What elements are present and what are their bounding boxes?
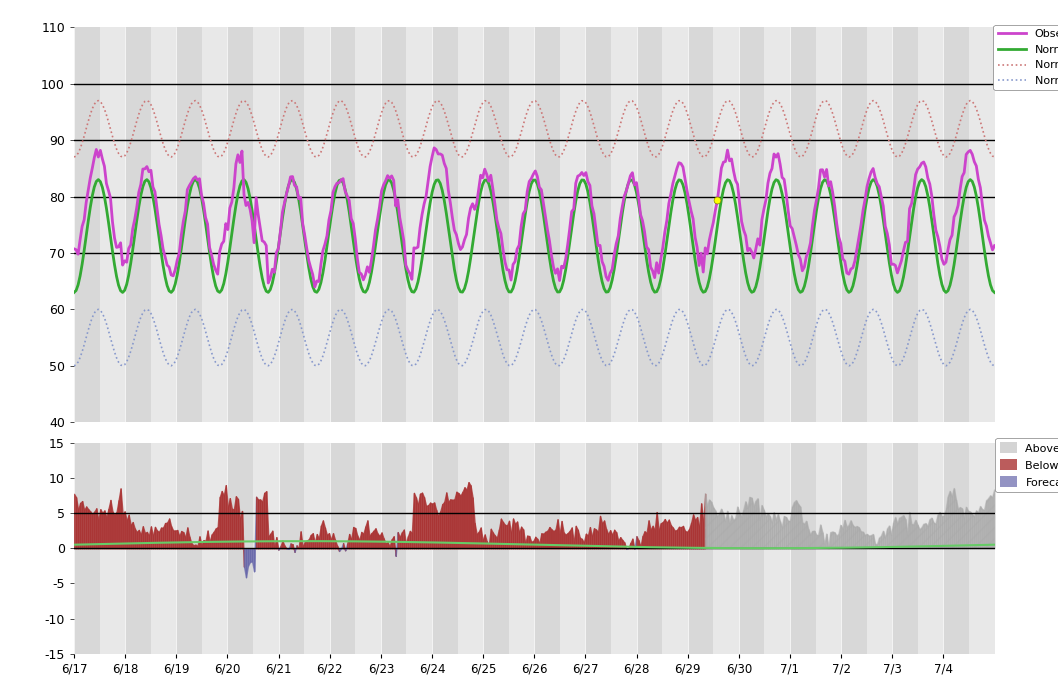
Bar bbox=[74, 27, 99, 422]
Bar bbox=[637, 443, 662, 654]
Bar bbox=[867, 27, 892, 422]
Bar bbox=[662, 27, 688, 422]
Bar bbox=[305, 443, 330, 654]
Legend: Observed, Normal, Normal High, Normal Low: Observed, Normal, Normal High, Normal Lo… bbox=[993, 25, 1058, 91]
Bar bbox=[944, 27, 969, 422]
Bar bbox=[278, 443, 305, 654]
Bar bbox=[457, 27, 484, 422]
Bar bbox=[202, 443, 227, 654]
Bar bbox=[355, 27, 381, 422]
Bar bbox=[457, 443, 484, 654]
Bar bbox=[790, 443, 816, 654]
Bar bbox=[738, 27, 764, 422]
Bar bbox=[177, 27, 202, 422]
Bar bbox=[585, 443, 612, 654]
Bar bbox=[381, 443, 406, 654]
Bar bbox=[202, 27, 227, 422]
Bar bbox=[764, 27, 790, 422]
Bar bbox=[278, 27, 305, 422]
Bar bbox=[534, 443, 560, 654]
Bar bbox=[969, 443, 995, 654]
Bar bbox=[432, 27, 457, 422]
Bar bbox=[892, 443, 918, 654]
Bar bbox=[534, 27, 560, 422]
Bar bbox=[841, 27, 867, 422]
Bar bbox=[738, 443, 764, 654]
Bar bbox=[637, 27, 662, 422]
Bar bbox=[969, 27, 995, 422]
Bar bbox=[790, 27, 816, 422]
Bar bbox=[764, 443, 790, 654]
Bar bbox=[484, 27, 509, 422]
Bar bbox=[560, 443, 585, 654]
Bar bbox=[177, 443, 202, 654]
Legend: Above Normal, Below Normal, Forecast: Above Normal, Below Normal, Forecast bbox=[996, 438, 1058, 492]
Bar bbox=[892, 27, 918, 422]
Bar bbox=[688, 27, 713, 422]
Bar bbox=[74, 443, 99, 654]
Bar bbox=[841, 443, 867, 654]
Bar bbox=[406, 27, 432, 422]
Bar bbox=[150, 27, 177, 422]
Bar bbox=[662, 443, 688, 654]
Bar bbox=[995, 27, 1020, 422]
Bar bbox=[227, 27, 253, 422]
Bar bbox=[227, 443, 253, 654]
Bar bbox=[330, 443, 355, 654]
Bar bbox=[355, 443, 381, 654]
Bar bbox=[509, 443, 534, 654]
Bar bbox=[484, 443, 509, 654]
Bar bbox=[406, 443, 432, 654]
Bar bbox=[560, 27, 585, 422]
Bar bbox=[816, 443, 841, 654]
Bar bbox=[688, 443, 713, 654]
Bar bbox=[330, 27, 355, 422]
Bar bbox=[713, 27, 738, 422]
Bar bbox=[585, 27, 612, 422]
Bar bbox=[253, 443, 278, 654]
Bar bbox=[918, 443, 944, 654]
Bar bbox=[381, 27, 406, 422]
Bar bbox=[509, 27, 534, 422]
Bar bbox=[867, 443, 892, 654]
Bar bbox=[610, 27, 637, 422]
Bar bbox=[99, 443, 125, 654]
Bar bbox=[305, 27, 330, 422]
Bar bbox=[918, 27, 944, 422]
Bar bbox=[713, 443, 738, 654]
Bar bbox=[432, 443, 457, 654]
Bar bbox=[1020, 443, 1045, 654]
Bar bbox=[253, 27, 278, 422]
Bar bbox=[125, 443, 150, 654]
Bar bbox=[125, 27, 150, 422]
Bar bbox=[944, 443, 969, 654]
Bar bbox=[995, 443, 1020, 654]
Bar bbox=[150, 443, 177, 654]
Bar bbox=[816, 27, 841, 422]
Bar bbox=[610, 443, 637, 654]
Bar bbox=[99, 27, 125, 422]
Bar bbox=[1020, 27, 1045, 422]
